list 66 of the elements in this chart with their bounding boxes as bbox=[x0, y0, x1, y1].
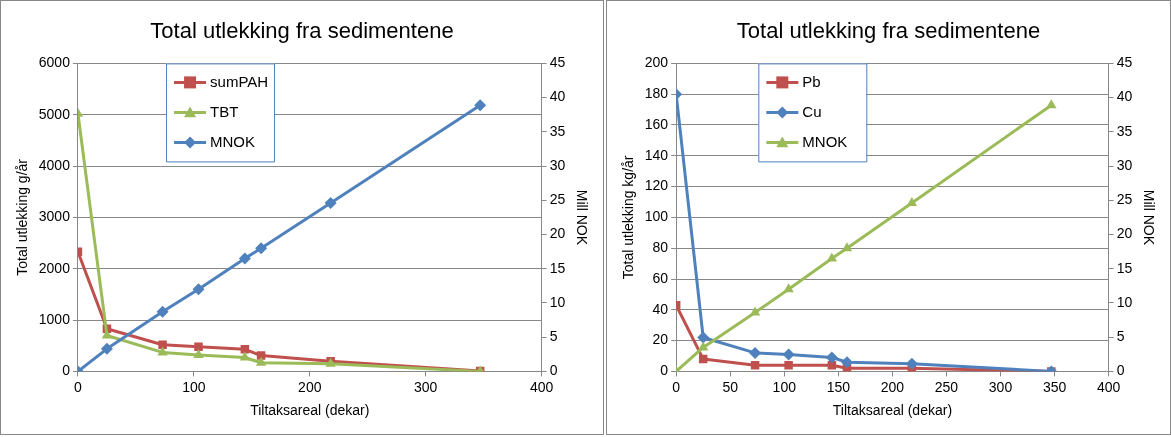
y-axis-title: Total utlekking kg/år bbox=[620, 155, 637, 280]
y-tick-label: 20 bbox=[652, 331, 669, 348]
x-tick-label: 300 bbox=[414, 378, 438, 395]
y2-tick-label: 45 bbox=[549, 54, 566, 71]
y-tick-label: 6000 bbox=[38, 54, 71, 71]
y-tick-label: 160 bbox=[644, 115, 669, 132]
x-tick-label: 100 bbox=[772, 378, 797, 395]
x-tick-label: 200 bbox=[298, 378, 322, 395]
y-tick-label: 140 bbox=[644, 146, 669, 163]
x-axis-title: Tiltaksareal (dekar) bbox=[250, 402, 370, 419]
y-tick-label: 60 bbox=[652, 269, 669, 286]
y-tick-label: 0 bbox=[660, 362, 669, 379]
y2-tick-label: 10 bbox=[549, 293, 566, 310]
legend-label: sumPAH bbox=[210, 72, 269, 90]
y-tick-label: 0 bbox=[62, 362, 71, 379]
legend-label: MNOK bbox=[210, 132, 256, 150]
x-tick-label: 200 bbox=[880, 378, 905, 395]
y2-tick-label: 30 bbox=[549, 156, 566, 173]
x-tick-label: 250 bbox=[934, 378, 959, 395]
x-tick-label: 400 bbox=[529, 378, 554, 395]
y2-tick-label: 15 bbox=[549, 259, 566, 276]
y-tick-label: 120 bbox=[644, 177, 669, 194]
y2-tick-label: 0 bbox=[549, 362, 558, 379]
y-tick-label: 3000 bbox=[38, 208, 71, 225]
y2-tick-label: 15 bbox=[1116, 259, 1133, 276]
y2-tick-label: 30 bbox=[1116, 156, 1133, 173]
y-tick-label: 4000 bbox=[38, 156, 71, 173]
x-tick-label: 100 bbox=[182, 378, 206, 395]
x-axis-title: Tiltaksareal (dekar) bbox=[832, 402, 953, 419]
legend-label: TBT bbox=[210, 102, 239, 120]
x-tick-label: 300 bbox=[988, 378, 1013, 395]
y2-tick-label: 5 bbox=[1116, 328, 1125, 345]
y-tick-label: 180 bbox=[644, 85, 669, 102]
y-tick-label: 80 bbox=[652, 239, 669, 256]
legend-label: Cu bbox=[802, 102, 822, 120]
y2-tick-label: 20 bbox=[549, 225, 566, 242]
y-tick-label: 1000 bbox=[38, 310, 71, 327]
legend-label: Pb bbox=[802, 72, 821, 90]
y2-tick-label: 5 bbox=[549, 328, 558, 345]
chart-title: Total utlekking fra sedimentene bbox=[736, 18, 1041, 44]
y2-tick-label: 25 bbox=[1116, 191, 1133, 208]
y2-tick-label: 25 bbox=[549, 191, 566, 208]
y-axis-title: Total utlekking g/år bbox=[14, 158, 31, 276]
y-tick-label: 200 bbox=[644, 54, 669, 71]
x-tick-label: 350 bbox=[1042, 378, 1067, 395]
y2-tick-label: 40 bbox=[549, 88, 566, 105]
y-tick-label: 40 bbox=[652, 300, 669, 317]
y-tick-label: 5000 bbox=[38, 105, 71, 122]
chart-title: Total utlekking fra sedimentene bbox=[150, 18, 454, 44]
y2-axis-title: Mill NOK bbox=[1140, 189, 1157, 246]
y2-tick-label: 35 bbox=[549, 122, 566, 139]
legend-label: MNOK bbox=[802, 132, 848, 150]
y2-axis-title: Mill NOK bbox=[573, 189, 590, 246]
x-tick-label: 50 bbox=[722, 378, 739, 395]
y2-tick-label: 20 bbox=[1116, 225, 1133, 242]
x-tick-label: 150 bbox=[826, 378, 851, 395]
y2-tick-label: 45 bbox=[1116, 54, 1133, 71]
y-tick-label: 2000 bbox=[38, 259, 71, 276]
y2-tick-label: 40 bbox=[1116, 88, 1133, 105]
y-tick-label: 100 bbox=[644, 208, 669, 225]
y2-tick-label: 0 bbox=[1116, 362, 1125, 379]
x-tick-label: 400 bbox=[1096, 378, 1121, 395]
x-tick-label: 0 bbox=[74, 378, 83, 395]
y2-tick-label: 10 bbox=[1116, 293, 1133, 310]
y2-tick-label: 35 bbox=[1116, 122, 1133, 139]
x-tick-label: 0 bbox=[672, 378, 681, 395]
